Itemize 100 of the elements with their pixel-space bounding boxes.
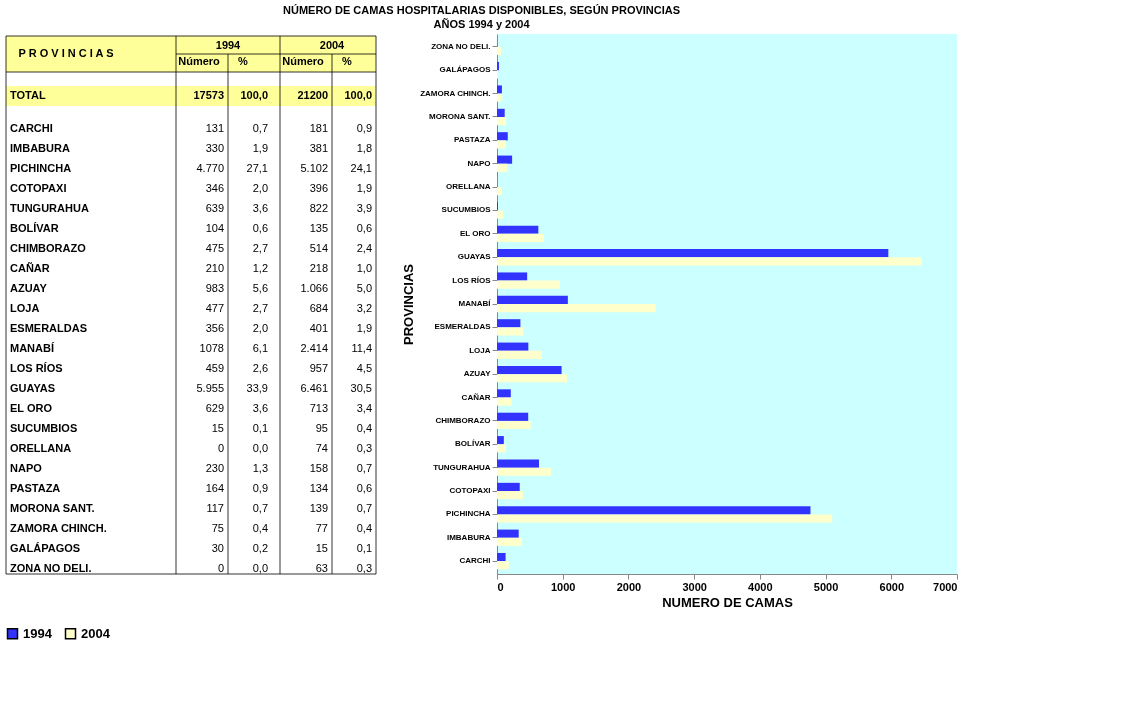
y-tick-label: ORELLANA bbox=[446, 182, 491, 192]
data-label: 139 bbox=[309, 502, 328, 514]
y-tick-label: IMBABURA bbox=[446, 532, 491, 542]
data-label: 6.461 bbox=[300, 382, 328, 394]
category-label: GALÁPAGOS bbox=[10, 542, 81, 554]
data-label: 1,8 bbox=[356, 142, 372, 154]
text: 2004 bbox=[319, 39, 346, 51]
y-tick-label: CAÑAR bbox=[461, 392, 491, 402]
category-label: TOTAL bbox=[10, 89, 46, 101]
y-tick-label: NAPO bbox=[467, 158, 491, 168]
data-label: 0,1 bbox=[252, 422, 268, 434]
x-tick-label: 2000 bbox=[616, 580, 642, 593]
bar bbox=[497, 350, 542, 359]
data-label: 0,6 bbox=[356, 222, 372, 234]
y-tick-label: AZUAY bbox=[463, 369, 492, 379]
bar bbox=[497, 116, 507, 126]
y-tick-label: COTOPAXI bbox=[449, 486, 491, 496]
data-label: 3,9 bbox=[356, 202, 372, 214]
data-label: 401 bbox=[309, 322, 328, 334]
legend-label: 1994 bbox=[23, 625, 53, 641]
x-tick-label: 0 bbox=[497, 580, 504, 593]
category-label: GUAYAS bbox=[10, 382, 56, 394]
legend-label: 2004 bbox=[81, 625, 111, 641]
data-label: 0,3 bbox=[356, 562, 372, 574]
data-label: 5.102 bbox=[300, 162, 328, 174]
category-label: COTOPAXI bbox=[10, 182, 67, 194]
category-label: ZONA NO DELI. bbox=[10, 562, 92, 574]
data-label: 0,2 bbox=[252, 542, 268, 554]
data-label: 181 bbox=[309, 122, 328, 134]
data-label: 5,6 bbox=[252, 282, 268, 294]
data-label: 5.955 bbox=[196, 382, 224, 394]
category-label: TUNGURAHUA bbox=[10, 202, 89, 214]
category-label: CHIMBORAZO bbox=[10, 242, 87, 254]
data-label: 1,9 bbox=[252, 142, 268, 154]
bar bbox=[497, 412, 529, 421]
data-label: 3,6 bbox=[252, 402, 268, 414]
data-label: 459 bbox=[205, 362, 224, 374]
bar bbox=[497, 93, 503, 102]
text: AÑOS 1994 y 2004 bbox=[433, 18, 531, 30]
bar bbox=[497, 397, 512, 406]
category-label: PICHINCHA bbox=[10, 162, 72, 174]
x-tick-label: 7000 bbox=[933, 580, 958, 593]
data-label: 6,1 bbox=[252, 342, 268, 354]
category-label: MANABÍ bbox=[10, 342, 55, 354]
data-label: 0,6 bbox=[252, 222, 268, 234]
category-label: CAÑAR bbox=[10, 262, 50, 274]
y-tick-label: EL ORO bbox=[459, 228, 491, 238]
data-label: 75 bbox=[211, 522, 224, 534]
y-tick-label: ZONA NO DELI. bbox=[431, 41, 491, 51]
data-label: 17573 bbox=[193, 89, 224, 101]
text: NÚMERO DE CAMAS HOSPITALARIAS DISPONIBLES, SEGÚN PROVINCIAS bbox=[283, 4, 681, 16]
data-label: 0,7 bbox=[356, 462, 372, 474]
data-label: 15 bbox=[315, 542, 328, 554]
bar bbox=[497, 225, 539, 234]
y-tick-label: TUNGURAHUA bbox=[433, 462, 491, 472]
category-label: EL ORO bbox=[10, 402, 53, 414]
data-label: 0,7 bbox=[356, 502, 372, 514]
y-tick-label: MORONA SANT. bbox=[429, 111, 491, 121]
data-label: 1,0 bbox=[356, 262, 372, 274]
bar bbox=[497, 374, 568, 383]
bar bbox=[497, 163, 508, 172]
data-label: 158 bbox=[309, 462, 328, 474]
bar bbox=[497, 140, 506, 149]
data-label: 0,1 bbox=[356, 542, 372, 554]
text: % bbox=[238, 55, 249, 67]
data-label: 477 bbox=[205, 302, 224, 314]
data-label: 15 bbox=[211, 422, 224, 434]
data-label: 218 bbox=[309, 262, 328, 274]
data-label: 2,0 bbox=[252, 322, 268, 334]
bar bbox=[497, 155, 513, 164]
category-label: PASTAZA bbox=[10, 482, 61, 494]
bar bbox=[497, 132, 508, 141]
data-label: 396 bbox=[309, 182, 328, 194]
bar bbox=[497, 514, 833, 523]
data-label: 104 bbox=[205, 222, 224, 234]
data-label: 131 bbox=[205, 122, 224, 134]
bar bbox=[497, 272, 528, 281]
x-tick-label: 5000 bbox=[813, 580, 839, 593]
data-label: 24,1 bbox=[350, 162, 372, 174]
bar bbox=[497, 561, 509, 570]
data-label: 3,6 bbox=[252, 202, 268, 214]
data-label: 2,0 bbox=[252, 182, 268, 194]
y-tick-label: ESMERALDAS bbox=[434, 322, 492, 332]
bar bbox=[497, 304, 656, 313]
data-label: 33,9 bbox=[246, 382, 268, 394]
data-label: 1078 bbox=[199, 342, 224, 354]
data-label: 5,0 bbox=[356, 282, 372, 294]
category-label: LOS RÍOS bbox=[10, 362, 63, 374]
bar bbox=[497, 46, 502, 56]
data-label: 639 bbox=[205, 202, 224, 214]
y-tick-label: CHIMBORAZO bbox=[435, 415, 491, 425]
bar bbox=[497, 506, 811, 515]
data-label: 381 bbox=[309, 142, 328, 154]
y-tick-label: BOLÍVAR bbox=[455, 439, 491, 449]
y-tick-label: GUAYAS bbox=[457, 252, 492, 262]
x-tick-label: 3000 bbox=[682, 580, 707, 593]
data-label: 1,3 bbox=[252, 462, 268, 474]
x-tick-label: 1000 bbox=[550, 580, 576, 593]
data-label: 4,5 bbox=[356, 362, 372, 374]
data-label: 230 bbox=[205, 462, 224, 474]
